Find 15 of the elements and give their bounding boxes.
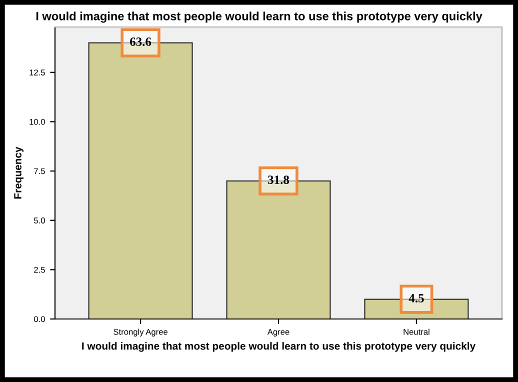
x-axis-title: I would imagine that most people would learn to use this prototype very quickly [82, 342, 476, 352]
x-tick-label: Neutral [404, 328, 430, 335]
y-tick-label: 7.5 [34, 168, 45, 174]
y-tick-label: 5.0 [34, 218, 45, 224]
y-tick-label: 0.0 [34, 316, 45, 322]
y-tick-label: 2.5 [34, 266, 45, 273]
chart-title: I would imagine that most people would learn to use this prototype very quickly [36, 12, 482, 23]
y-tick-label: 12.5 [30, 70, 45, 76]
y-tick-label: 10.0 [30, 118, 45, 125]
y-axis-title: Frequency [14, 146, 24, 199]
x-tick-label: Agree [267, 329, 290, 336]
annotation: 31.8 [268, 176, 290, 184]
annotation: 63.6 [130, 38, 152, 46]
x-tick-label: Strongly Agree [114, 328, 168, 336]
annotation: 4.5 [408, 294, 424, 302]
